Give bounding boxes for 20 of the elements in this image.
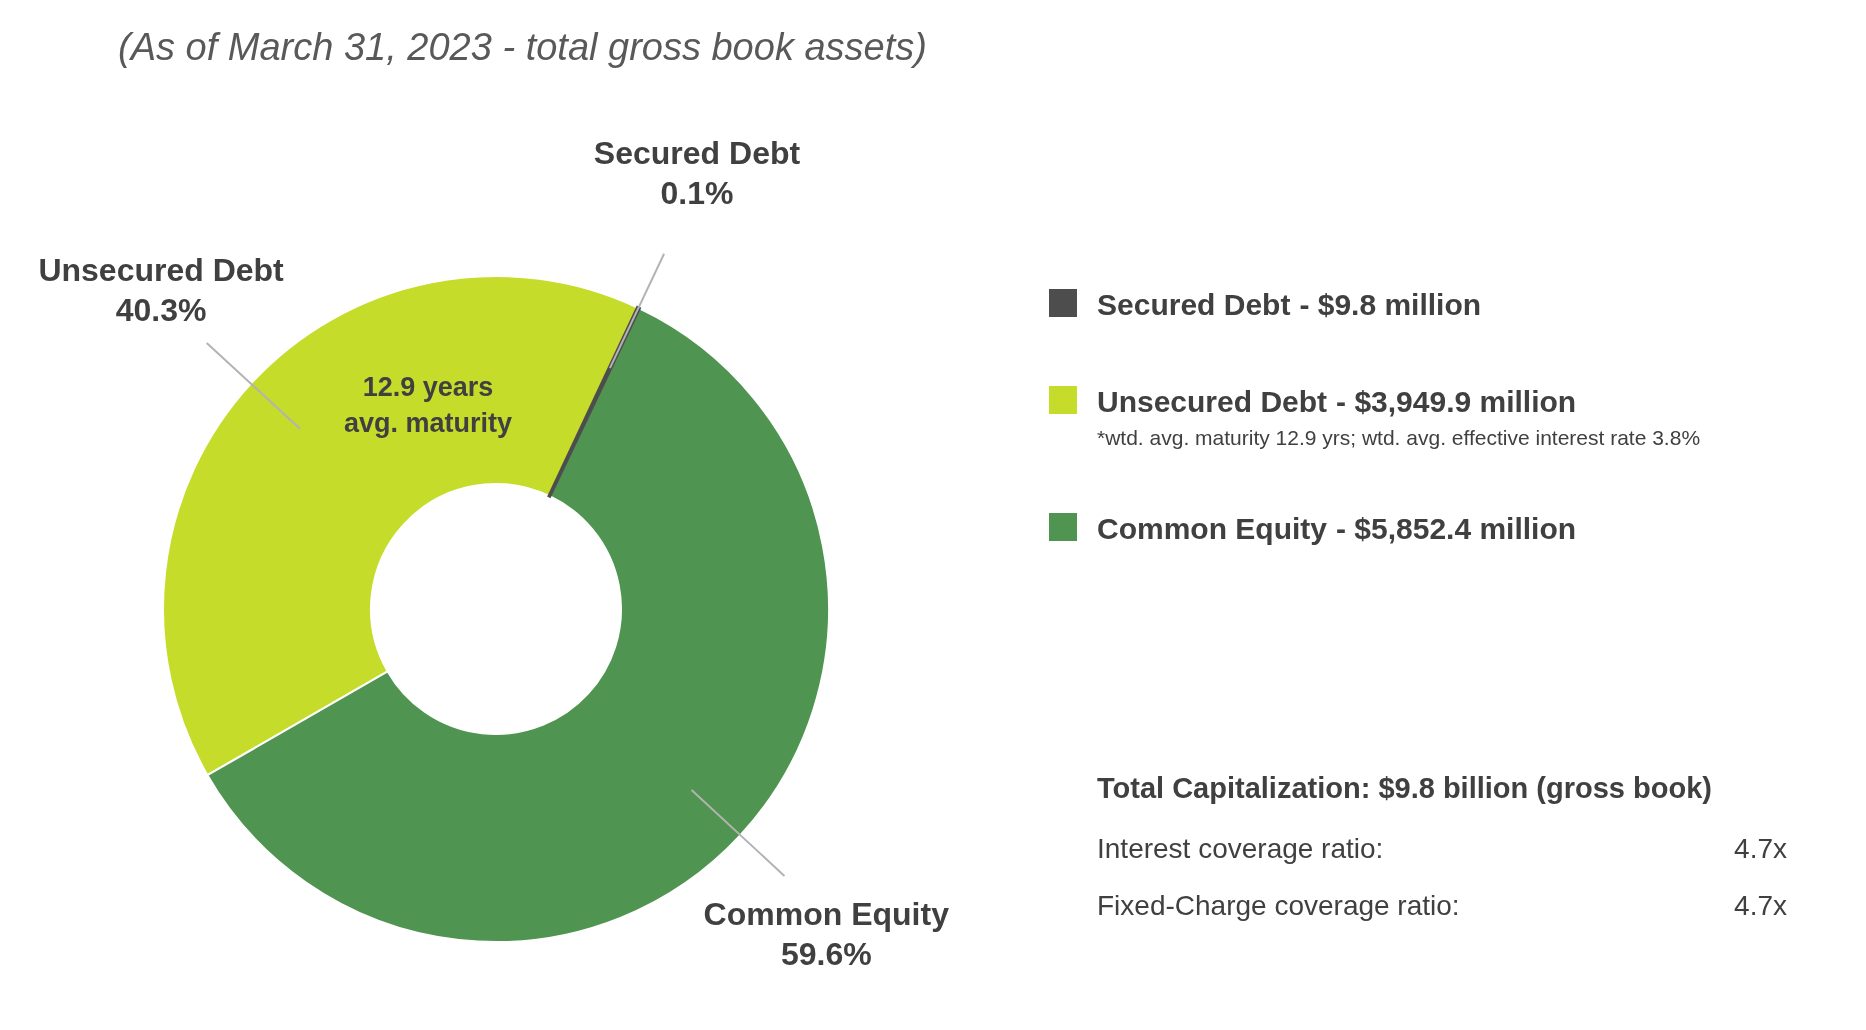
text: 12.9 years avg. maturity	[343, 372, 513, 438]
text: - $3,949.9 million	[1336, 385, 1577, 418]
slice-label: Common Equity	[703, 895, 950, 932]
text: - $5,852.4 million	[1336, 512, 1577, 545]
data-label: 40.3%	[115, 292, 207, 329]
text: *wtd. avg. maturity 12.9 yrs; wtd. avg. effective interest rate 3.8%	[1097, 426, 1701, 449]
data-label: 0.1%	[660, 175, 734, 212]
text: - $9.8 million	[1299, 288, 1482, 321]
text: Total Capitalization: $9.8 billion (gross book)	[1097, 772, 1712, 804]
text: Fixed-Charge coverage ratio:	[1097, 890, 1460, 921]
slice-label: Unsecured Debt	[38, 252, 285, 289]
text: 4.7x	[1734, 890, 1787, 921]
slice-label: Secured Debt	[593, 135, 801, 172]
chart-title: (As of March 31, 2023 - total gross book assets)	[118, 26, 927, 68]
text: 4.7x	[1734, 833, 1787, 864]
legend-label: Unsecured Debt	[1097, 385, 1328, 418]
legend-label: Common Equity	[1097, 512, 1328, 545]
legend-label: Secured Debt	[1097, 288, 1291, 321]
data-label: 59.6%	[780, 935, 872, 972]
text: Interest coverage ratio:	[1097, 833, 1384, 864]
